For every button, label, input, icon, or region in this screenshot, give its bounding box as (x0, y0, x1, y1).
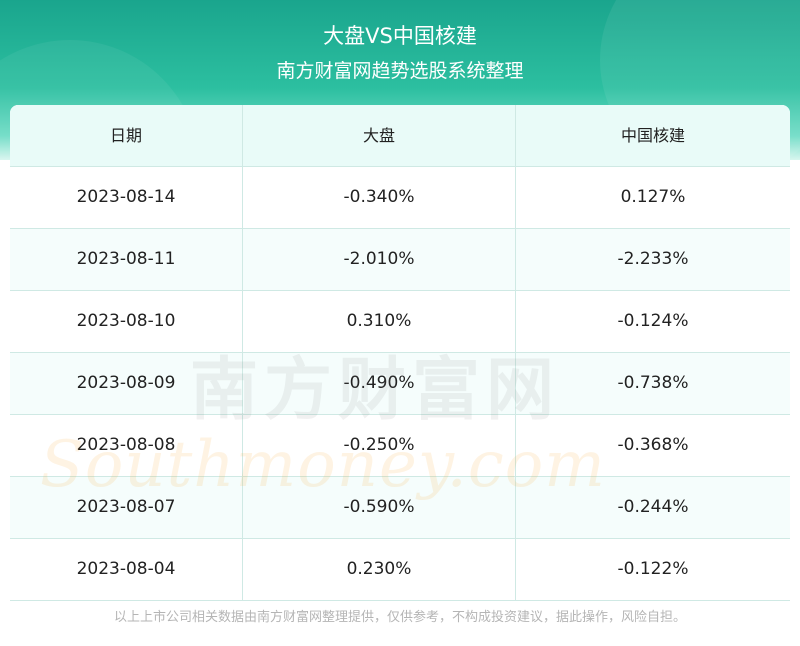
date-cell: 2023-08-09 (10, 353, 243, 414)
table-row: 2023-08-07 -0.590% -0.244% (10, 477, 790, 539)
stock-change-cell: -0.244% (617, 497, 689, 517)
column-header-date: 日期 (10, 105, 243, 166)
column-header-stock: 中国核建 (620, 126, 685, 145)
disclaimer-text: 以上上市公司相关数据由南方财富网整理提供，仅供参考，不构成投资建议，据此操作，风… (113, 610, 686, 625)
market-change-cell: -0.340% (243, 167, 516, 228)
market-change-cell: 0.230% (243, 539, 516, 600)
date-cell: 2023-08-14 (10, 167, 243, 228)
stock-change-cell: 0.127% (620, 187, 686, 207)
stock-change-cell: -2.233% (617, 249, 689, 269)
date-cell: 2023-08-08 (10, 415, 243, 476)
table-row: 2023-08-04 0.230% -0.122% (10, 539, 790, 601)
stock-change-cell: -0.738% (617, 373, 689, 393)
table-header-row: 日期 大盘 中国核建 (10, 105, 790, 167)
comparison-table: 日期 大盘 中国核建 2023-08-14 -0.340% 0.127% 202… (10, 105, 790, 601)
market-change-cell: -0.250% (243, 415, 516, 476)
date-cell: 2023-08-11 (10, 229, 243, 290)
market-change-cell: -2.010% (243, 229, 516, 290)
stock-change-cell: -0.122% (617, 559, 689, 579)
table-row: 2023-08-14 -0.340% 0.127% (10, 167, 790, 229)
date-cell: 2023-08-10 (10, 291, 243, 352)
table-row: 2023-08-11 -2.010% -2.233% (10, 229, 790, 291)
column-header-market: 大盘 (243, 105, 516, 166)
stock-change-cell: -0.124% (617, 311, 689, 331)
stock-change-cell: -0.368% (617, 435, 689, 455)
page-subtitle: 南方财富网趋势选股系统整理 (276, 60, 524, 82)
page-title: 大盘VS中国核建 (323, 24, 477, 48)
date-cell: 2023-08-04 (10, 539, 243, 600)
market-change-cell: 0.310% (243, 291, 516, 352)
date-cell: 2023-08-07 (10, 477, 243, 538)
table-row: 2023-08-10 0.310% -0.124% (10, 291, 790, 353)
market-change-cell: -0.490% (243, 353, 516, 414)
table-row: 2023-08-09 -0.490% -0.738% (10, 353, 790, 415)
market-change-cell: -0.590% (243, 477, 516, 538)
table-row: 2023-08-08 -0.250% -0.368% (10, 415, 790, 477)
